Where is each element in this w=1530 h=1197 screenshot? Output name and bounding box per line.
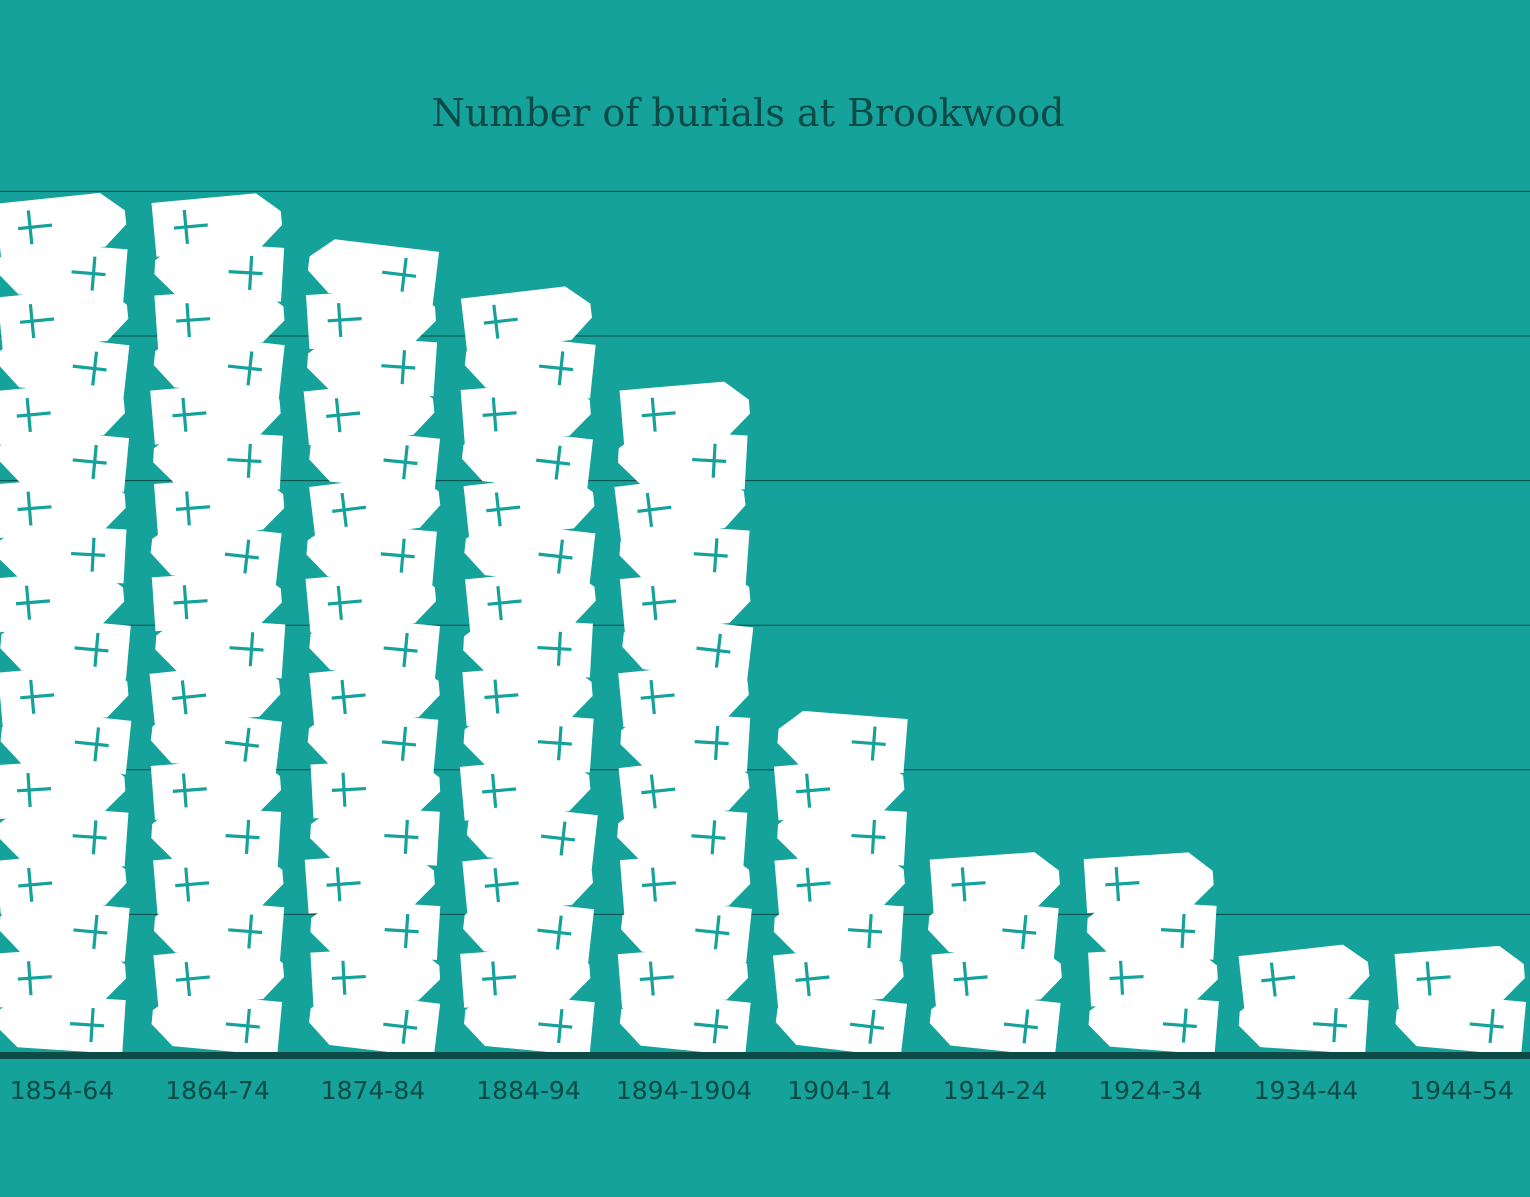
chart-title: Number of burials at Brookwood bbox=[432, 91, 1065, 135]
x-tick-label: 1894-1904 bbox=[616, 1076, 752, 1105]
x-tick-label: 1874-84 bbox=[321, 1076, 425, 1105]
bar-1874-84 bbox=[302, 234, 445, 1059]
x-axis-baseline bbox=[0, 1052, 1530, 1059]
x-tick-label: 1864-74 bbox=[165, 1076, 269, 1105]
x-tick-label: 1854-64 bbox=[10, 1076, 114, 1105]
bar-1914-24 bbox=[924, 848, 1066, 1059]
x-tick-label: 1924-34 bbox=[1098, 1076, 1202, 1105]
x-tick-label: 1904-14 bbox=[787, 1076, 891, 1105]
x-tick-label: 1884-94 bbox=[476, 1076, 580, 1105]
x-tick-label: 1914-24 bbox=[943, 1076, 1047, 1105]
bar-1924-34 bbox=[1082, 849, 1221, 1057]
bar-1864-74 bbox=[146, 189, 288, 1058]
x-axis-ticks: 1854-64 1864-74 1874-84 1884-94 1894-1904 190… bbox=[10, 1076, 1514, 1105]
x-tick-label: 1944-54 bbox=[1409, 1076, 1513, 1105]
x-tick-label: 1934-44 bbox=[1254, 1076, 1358, 1105]
